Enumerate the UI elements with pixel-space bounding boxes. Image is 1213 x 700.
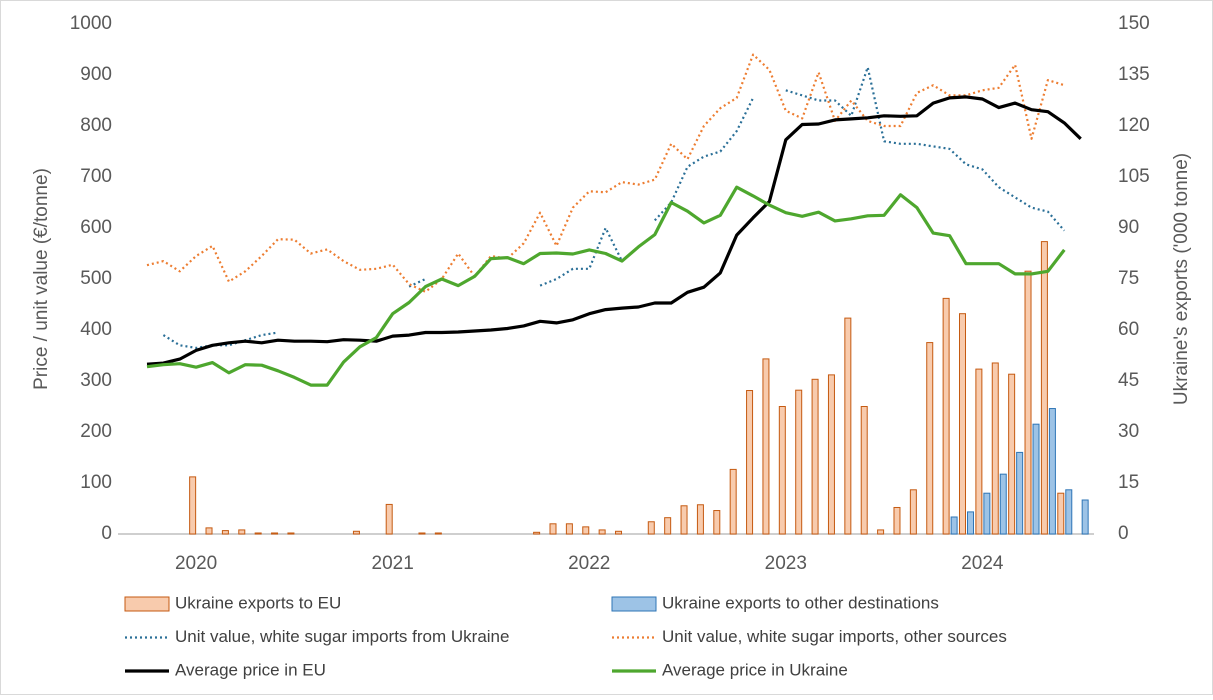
- y2-tick-label: 90: [1118, 217, 1139, 238]
- legend-swatch: [611, 596, 657, 612]
- bar: [254, 532, 262, 535]
- bar: [647, 521, 655, 535]
- bar: [582, 526, 590, 535]
- bar: [533, 531, 541, 535]
- y2-tick-label: 0: [1118, 523, 1129, 544]
- bar: [1032, 423, 1040, 535]
- y2-axis-title: Ukraine's exports ('000 tonne): [1171, 153, 1192, 405]
- bar: [983, 492, 991, 535]
- y2-tick-label: 75: [1118, 268, 1139, 289]
- bar: [1081, 499, 1089, 535]
- bar: [1024, 270, 1032, 535]
- bar: [189, 476, 197, 535]
- y2-tick-label: 30: [1118, 421, 1139, 442]
- bar: [795, 389, 803, 535]
- y-tick-label: 500: [80, 268, 112, 289]
- y2-tick-label: 15: [1118, 472, 1139, 493]
- y2-tick-label: 120: [1118, 115, 1150, 136]
- bar: [999, 473, 1007, 535]
- bar: [827, 374, 835, 535]
- bar: [205, 527, 213, 535]
- bar: [696, 504, 704, 535]
- bar: [1057, 492, 1065, 535]
- x-tick-label: 2020: [175, 553, 217, 574]
- bar: [713, 510, 721, 535]
- y-tick-label: 800: [80, 115, 112, 136]
- bar: [877, 529, 885, 535]
- legend-label: Average price in EU: [175, 660, 326, 679]
- y2-tick-label: 150: [1118, 13, 1150, 34]
- y-tick-label: 200: [80, 421, 112, 442]
- legend-label: Unit value, white sugar imports from Ukr…: [175, 627, 509, 646]
- bar: [959, 313, 966, 535]
- bar: [664, 517, 672, 535]
- y-axis-title: Price / unit value (€/tonne): [31, 168, 52, 390]
- bar: [1048, 408, 1056, 535]
- bar: [893, 506, 901, 535]
- bar: [746, 390, 754, 535]
- x-tick-label: 2023: [765, 553, 807, 574]
- bar: [844, 317, 852, 535]
- legend-label: Average price in Ukraine: [662, 660, 848, 679]
- bar: [238, 529, 246, 535]
- bar: [221, 530, 229, 535]
- bar: [950, 516, 958, 535]
- bar: [1040, 241, 1048, 535]
- bar: [352, 530, 360, 535]
- bar: [598, 529, 606, 535]
- y-tick-label: 100: [80, 472, 112, 493]
- bar: [1016, 451, 1024, 535]
- legend-label: Ukraine exports to EU: [175, 593, 341, 612]
- bar: [434, 532, 442, 535]
- bar: [549, 523, 557, 535]
- x-tick-label: 2024: [961, 553, 1004, 574]
- bar: [615, 530, 623, 535]
- bar: [991, 362, 999, 535]
- line-series: [146, 53, 1065, 293]
- bar: [287, 532, 295, 535]
- line-series: [146, 185, 1066, 387]
- bar: [680, 505, 688, 535]
- y2-tick-label: 135: [1118, 64, 1150, 85]
- bar: [762, 358, 770, 535]
- bar: [1008, 373, 1016, 535]
- bar: [729, 468, 737, 535]
- bar: [385, 503, 393, 535]
- bar: [967, 511, 974, 535]
- bar: [811, 378, 819, 535]
- y-tick-label: 1000: [70, 13, 112, 34]
- legend-label: Ukraine exports to other destinations: [662, 593, 939, 612]
- y-tick-label: 700: [80, 166, 112, 187]
- y2-tick-label: 45: [1118, 370, 1139, 391]
- bar: [271, 532, 279, 535]
- line-series: [146, 95, 1082, 366]
- bar: [418, 532, 426, 535]
- y2-tick-label: 105: [1118, 166, 1150, 187]
- y-tick-label: 900: [80, 64, 112, 85]
- y-tick-label: 300: [80, 370, 112, 391]
- bar: [909, 489, 917, 535]
- y-tick-label: 400: [80, 319, 112, 340]
- bar: [860, 406, 868, 535]
- y2-tick-label: 60: [1118, 319, 1139, 340]
- y-tick-label: 600: [80, 217, 112, 238]
- bar: [942, 297, 950, 535]
- legend-label: Unit value, white sugar imports, other s…: [662, 627, 1007, 646]
- x-tick-label: 2022: [568, 553, 610, 574]
- bar: [975, 368, 983, 535]
- y-tick-label: 0: [101, 523, 112, 544]
- legend-swatch: [124, 596, 170, 612]
- bar: [926, 342, 934, 535]
- bar: [778, 406, 786, 535]
- x-tick-label: 2021: [372, 553, 414, 574]
- bar: [565, 523, 573, 535]
- bar: [1065, 489, 1073, 535]
